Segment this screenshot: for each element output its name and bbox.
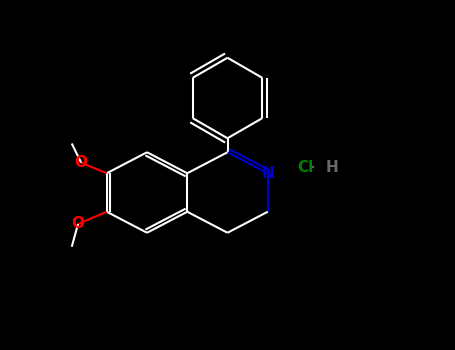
Text: O: O bbox=[71, 217, 85, 231]
Text: O: O bbox=[75, 155, 88, 170]
Text: Cl: Cl bbox=[298, 161, 314, 175]
Text: ·: · bbox=[310, 159, 316, 177]
Text: N: N bbox=[261, 166, 274, 181]
Text: H: H bbox=[325, 161, 338, 175]
